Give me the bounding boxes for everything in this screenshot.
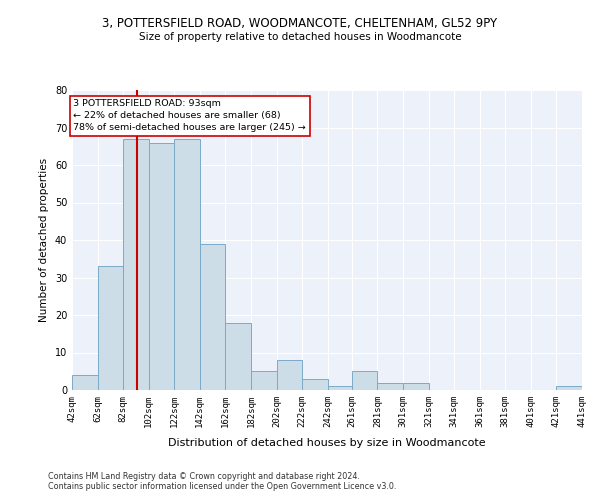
Bar [123, 138, 149, 390]
Y-axis label: Number of detached properties: Number of detached properties [39, 158, 49, 322]
Bar [149, 142, 174, 390]
Bar [200, 244, 226, 390]
Bar [251, 371, 277, 390]
Text: 3, POTTERSFIELD ROAD, WOODMANCOTE, CHELTENHAM, GL52 9PY: 3, POTTERSFIELD ROAD, WOODMANCOTE, CHELT… [103, 18, 497, 30]
Bar [302, 379, 328, 390]
Bar [377, 382, 403, 390]
Bar [403, 382, 428, 390]
Bar [226, 322, 251, 390]
Bar [174, 138, 200, 390]
Bar [98, 266, 123, 390]
Bar [328, 386, 352, 390]
Text: Contains HM Land Registry data © Crown copyright and database right 2024.: Contains HM Land Registry data © Crown c… [48, 472, 360, 481]
X-axis label: Distribution of detached houses by size in Woodmancote: Distribution of detached houses by size … [168, 438, 486, 448]
Bar [556, 386, 582, 390]
Text: Contains public sector information licensed under the Open Government Licence v3: Contains public sector information licen… [48, 482, 397, 491]
Bar [72, 375, 98, 390]
Text: Size of property relative to detached houses in Woodmancote: Size of property relative to detached ho… [139, 32, 461, 42]
Bar [277, 360, 302, 390]
Bar [352, 371, 377, 390]
Text: 3 POTTERSFIELD ROAD: 93sqm
← 22% of detached houses are smaller (68)
78% of semi: 3 POTTERSFIELD ROAD: 93sqm ← 22% of deta… [73, 100, 306, 132]
